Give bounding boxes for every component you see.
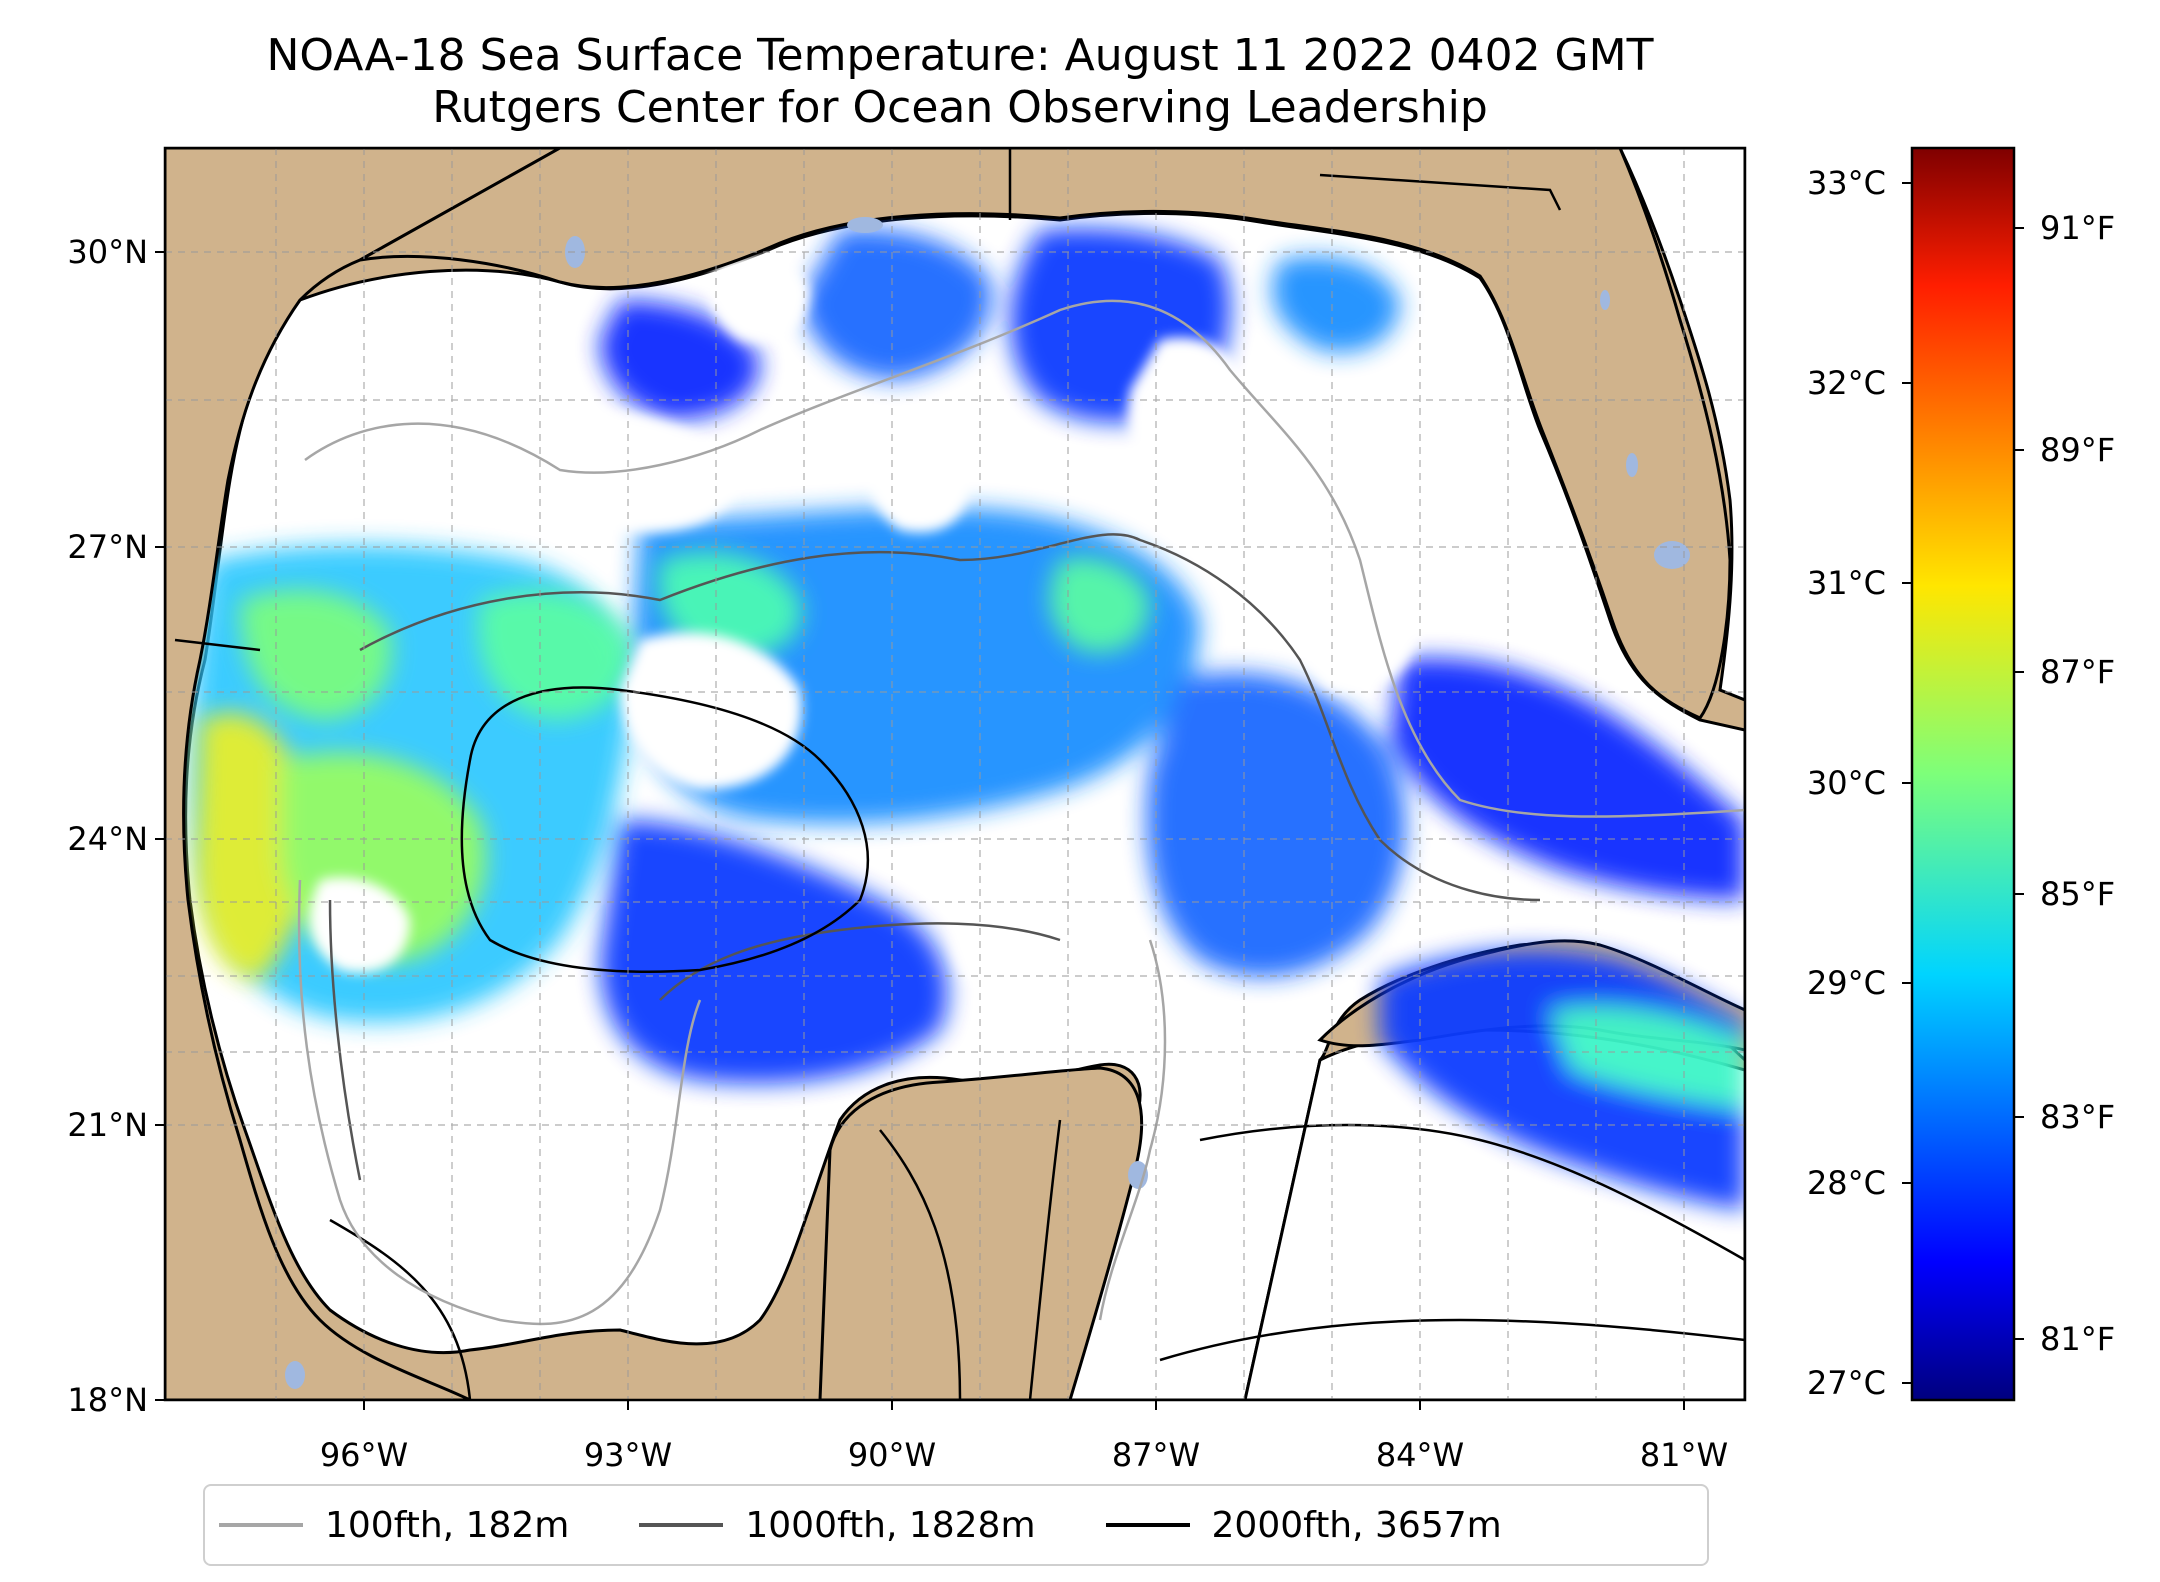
lon-tick-93w: 93°W	[584, 1436, 672, 1474]
lat-tick-24n: 24°N	[67, 820, 148, 858]
bathymetry-contours	[297, 299, 1745, 1362]
lon-tick-90w: 90°W	[848, 1436, 936, 1474]
legend-label-2000fth: 2000fth, 3657m	[1211, 1504, 1502, 1546]
map-frame	[163, 146, 1747, 1402]
legend-item-2000fth: 2000fth, 3657m	[1105, 1504, 1502, 1546]
us-gulf-coast	[359, 148, 1732, 720]
legend-item-1000fth: 1000fth, 1828m	[639, 1504, 1036, 1546]
celsius-tick-27: 27°C	[1807, 1364, 1886, 1402]
gridlines	[165, 148, 1745, 1400]
legend-line-2000fth	[1105, 1523, 1190, 1527]
legend-item-100fth: 100fth, 182m	[219, 1505, 569, 1546]
lat-tick-21n: 21°N	[67, 1106, 148, 1144]
contour-100fth	[297, 299, 1745, 1326]
yucatan-peninsula	[818, 1066, 1143, 1400]
fahrenheit-tick-87: 87°F	[2040, 653, 2115, 691]
lat-tick-27n: 27°N	[67, 528, 148, 566]
fahrenheit-tick-89: 89°F	[2040, 431, 2115, 469]
fahrenheit-tick-81: 81°F	[2040, 1320, 2115, 1358]
celsius-tick-30: 30°C	[1807, 764, 1886, 802]
lon-axis	[363, 1400, 1685, 1410]
colorbar	[1910, 146, 2016, 1402]
celsius-tick-33: 33°C	[1807, 164, 1886, 202]
fahrenheit-ticks	[2014, 227, 2024, 1340]
political-borders	[174, 148, 1562, 1400]
lon-tick-84w: 84°W	[1376, 1436, 1464, 1474]
celsius-tick-28: 28°C	[1807, 1164, 1886, 1202]
lon-tick-96w: 96°W	[320, 1436, 408, 1474]
contour-2000fth	[460, 686, 1745, 1362]
fahrenheit-tick-91: 91°F	[2040, 209, 2115, 247]
lat-tick-30n: 30°N	[67, 233, 148, 271]
lon-tick-87w: 87°W	[1112, 1436, 1200, 1474]
inland-water	[285, 217, 1690, 1389]
mexico-coast	[165, 148, 564, 1400]
fahrenheit-tick-83: 83°F	[2040, 1098, 2115, 1136]
celsius-ticks	[1902, 182, 1912, 1384]
map-subtitle: Rutgers Center for Ocean Observing Leade…	[432, 82, 1488, 133]
legend-line-1000fth	[639, 1523, 724, 1527]
map-title: NOAA-18 Sea Surface Temperature: August …	[266, 30, 1654, 81]
legend-line-100fth	[219, 1523, 303, 1527]
celsius-tick-31: 31°C	[1807, 564, 1886, 602]
sst-data-layer	[191, 228, 1745, 1210]
celsius-tick-32: 32°C	[1807, 364, 1886, 402]
celsius-tick-29: 29°C	[1807, 964, 1886, 1002]
contour-legend: 100fth, 182m 1000fth, 1828m 2000fth, 365…	[203, 1484, 1709, 1566]
atlantic-ocean	[1618, 148, 1745, 702]
lat-tick-18n: 18°N	[67, 1381, 148, 1419]
lon-tick-81w: 81°W	[1640, 1436, 1728, 1474]
lat-axis	[155, 251, 165, 1401]
legend-label-1000fth: 1000fth, 1828m	[745, 1504, 1036, 1546]
legend-label-100fth: 100fth, 182m	[325, 1504, 570, 1546]
fahrenheit-tick-85: 85°F	[2040, 875, 2115, 913]
map-area	[165, 148, 1745, 1400]
